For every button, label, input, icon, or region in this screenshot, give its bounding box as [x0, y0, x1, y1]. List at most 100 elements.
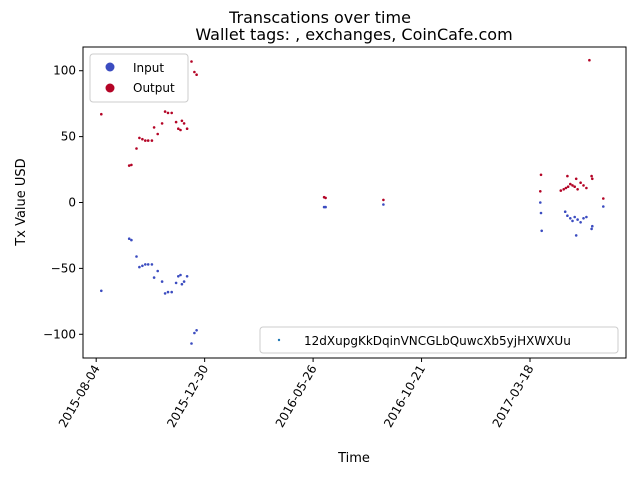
output-point: [566, 174, 569, 178]
legend-upper-box: [89, 53, 189, 103]
output-point: [564, 186, 568, 190]
chart-subtitle: Wallet tags: , exchanges, CoinCafe.com: [195, 25, 512, 44]
input-point: [590, 227, 593, 231]
input-point: [324, 205, 327, 209]
legend-lower: 12dXupgKkDqinVNCGLbQuwcXb5yjHXWXUu: [259, 326, 619, 354]
y-tick-label: −50: [51, 261, 76, 275]
input-point: [174, 281, 178, 285]
input-point: [195, 329, 198, 332]
input-point: [585, 215, 588, 219]
input-point: [170, 290, 173, 294]
legend-marker-wallet: [277, 338, 281, 342]
input-point: [382, 203, 385, 206]
output-point: [144, 139, 147, 142]
output-point: [185, 127, 189, 130]
output-point: [135, 147, 138, 150]
output-point: [100, 112, 103, 116]
legend-upper: Input Output: [89, 53, 189, 103]
output-point: [174, 120, 178, 124]
output-point: [166, 111, 170, 115]
input-point: [540, 229, 543, 233]
output-point: [324, 196, 327, 200]
output-point: [163, 110, 167, 113]
x-tick-label: 2017-03-18: [490, 363, 537, 430]
input-point: [185, 275, 189, 278]
output-point: [152, 126, 156, 129]
output-point: [590, 174, 593, 178]
output-point: [190, 60, 193, 63]
input-point: [539, 201, 542, 204]
output-point: [193, 70, 196, 74]
input-point: [573, 215, 576, 219]
input-point: [602, 205, 605, 208]
legend-label-wallet: 12dXupgKkDqinVNCGLbQuwcXb5yjHXWXUu: [304, 334, 571, 348]
x-tick-label: 2016-10-21: [381, 363, 428, 430]
input-point: [144, 263, 147, 266]
input-point: [566, 214, 569, 217]
chart-title: Transcations over time: [228, 8, 411, 27]
legend-lower-box: [259, 326, 619, 354]
output-point: [569, 182, 572, 186]
output-point: [382, 198, 385, 202]
output-point: [177, 127, 180, 130]
input-point: [190, 342, 193, 345]
output-point: [170, 111, 173, 115]
output-point: [579, 181, 582, 184]
input-point: [179, 273, 182, 277]
output-point: [539, 173, 543, 177]
input-point: [180, 282, 184, 286]
input-point: [160, 280, 164, 283]
output-point: [156, 132, 159, 136]
legend-marker-input: [105, 62, 115, 72]
input-point: [166, 290, 170, 294]
x-tick-label: 2015-08-04: [56, 363, 103, 430]
input-point: [146, 263, 150, 266]
legend-marker-output: [105, 83, 115, 93]
output-point: [195, 73, 198, 76]
plot-area: [100, 58, 605, 345]
y-tick-label: 50: [61, 130, 76, 144]
input-point: [193, 331, 196, 335]
x-tick-label: 2016-05-26: [273, 363, 320, 430]
input-point: [130, 238, 133, 242]
y-tick-label: 100: [53, 64, 76, 78]
y-axis-label: Tx Value USD: [14, 158, 29, 246]
output-point: [571, 184, 574, 187]
legend-label-input: Input: [133, 61, 164, 75]
input-point: [138, 265, 141, 269]
output-point: [602, 197, 605, 200]
input-point: [571, 219, 574, 223]
x-axis-label: Time: [337, 451, 370, 466]
output-point: [130, 163, 133, 167]
output-point: [559, 189, 563, 192]
input-point: [182, 280, 186, 283]
input-point: [135, 255, 138, 258]
input-point: [582, 217, 585, 220]
legend-label-output: Output: [133, 81, 175, 95]
output-point: [160, 122, 164, 125]
output-point: [574, 177, 578, 181]
y-tick-label: 0: [68, 196, 76, 210]
input-point: [141, 264, 144, 268]
input-point: [100, 289, 103, 293]
output-point: [591, 177, 594, 181]
output-point: [127, 164, 131, 167]
output-point: [138, 136, 141, 140]
output-point: [146, 139, 150, 142]
x-axis: 2015-08-04 2015-12-30 2016-05-26 2016-10-21…: [56, 358, 537, 430]
input-point: [576, 218, 579, 221]
y-axis: −100 −50 0 50 100: [43, 64, 83, 341]
output-point: [150, 139, 154, 142]
output-point: [588, 58, 591, 62]
output-point: [582, 184, 585, 187]
input-point: [574, 234, 578, 237]
output-point: [539, 190, 542, 193]
input-point: [156, 269, 159, 273]
output-point: [141, 137, 144, 141]
input-point: [569, 217, 572, 220]
output-point: [182, 122, 186, 125]
input-point: [579, 221, 582, 224]
input-point: [150, 263, 154, 266]
input-point: [177, 275, 180, 278]
